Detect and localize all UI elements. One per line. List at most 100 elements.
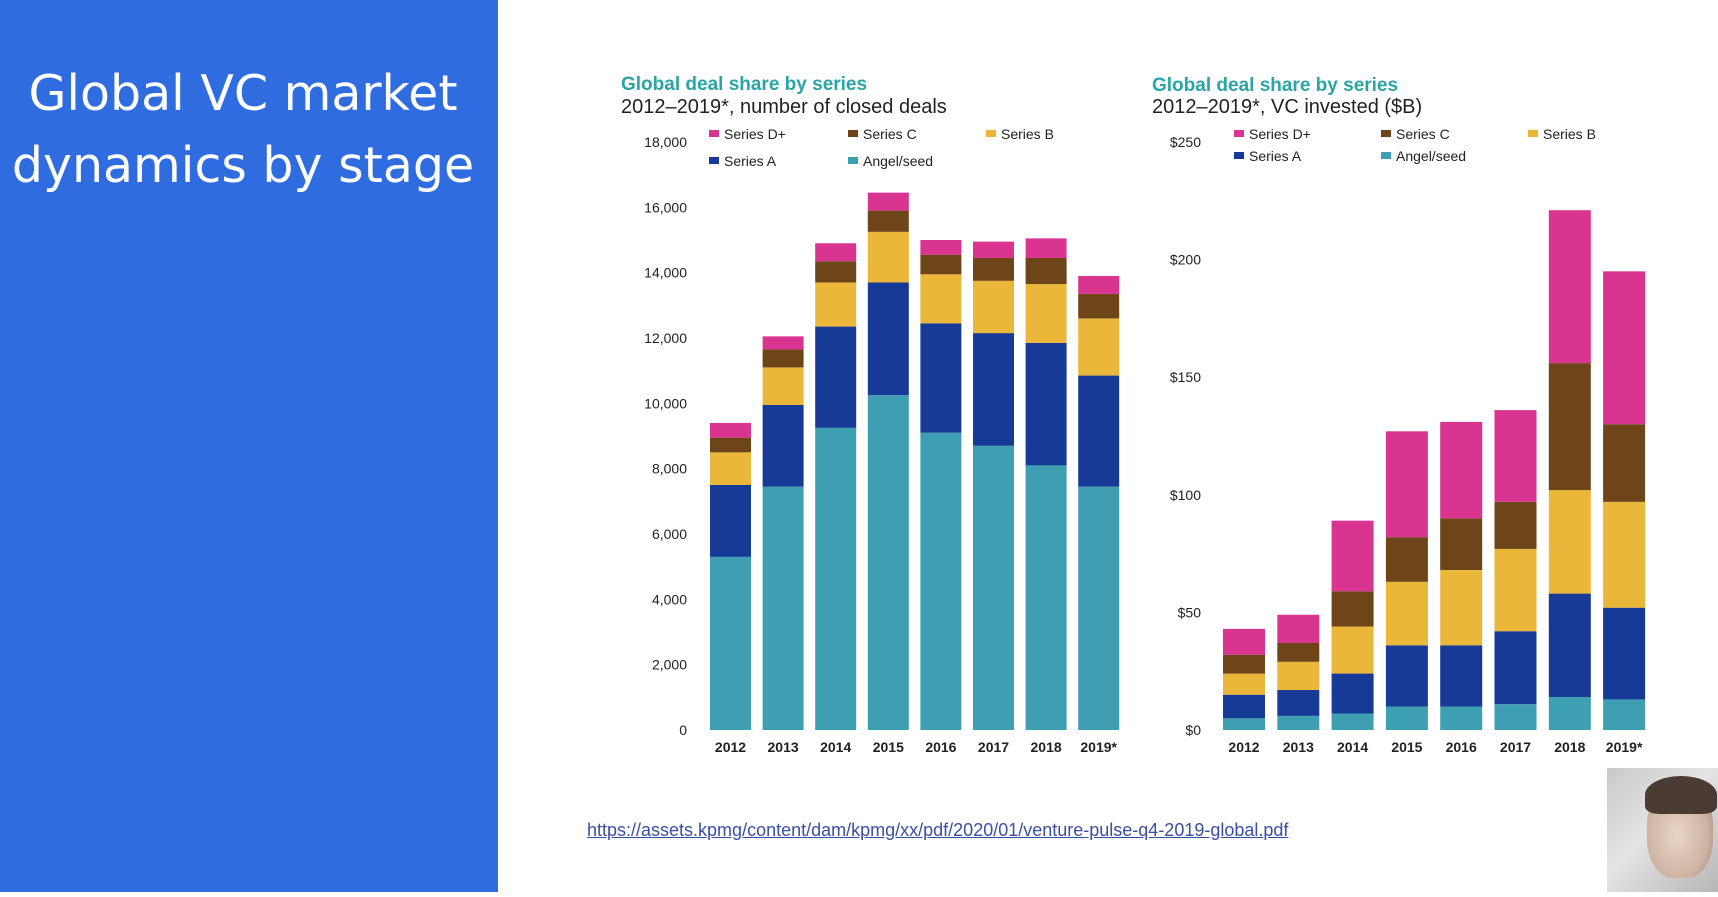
chart2-bar-segment — [1223, 654, 1265, 674]
chart2-bar-segment — [1603, 501, 1646, 608]
chart1-bar-segment — [710, 437, 751, 453]
chart1-bar-segment — [1078, 375, 1120, 487]
chart2-xtick-label: 2013 — [1283, 739, 1314, 755]
chart1-xtick-label: 2016 — [925, 739, 956, 755]
chart1-title: Global deal share by series — [621, 74, 867, 95]
chart1-bar-segment — [710, 485, 751, 557]
chart2-xtick-label: 2017 — [1500, 739, 1531, 755]
chart1-bar-segment — [920, 254, 962, 275]
chart2-bar-segment — [1223, 718, 1265, 730]
chart2-xtick-label: 2015 — [1391, 739, 1422, 755]
chart1-bar-segment — [920, 240, 962, 255]
chart1-bar-segment — [867, 395, 909, 730]
chart1-bar-segment — [710, 556, 751, 730]
chart1-bar-segment — [867, 192, 909, 211]
chart1-bar-segment — [867, 210, 909, 232]
chart2-legend-swatch — [1234, 130, 1244, 137]
chart1-bar-segment — [762, 404, 804, 487]
chart2-bar-segment — [1277, 690, 1320, 716]
chart1-bar-segment — [815, 282, 857, 327]
chart2-xtick-label: 2012 — [1228, 739, 1259, 755]
chart1-legend-swatch — [709, 130, 719, 137]
chart1-bar-segment — [762, 367, 804, 405]
chart1-bar-segment — [1025, 238, 1067, 258]
chart1-xtick-label: 2018 — [1031, 739, 1062, 755]
chart2-bar-segment — [1331, 673, 1374, 714]
chart2-legend-label: Angel/seed — [1396, 148, 1466, 164]
chart2-legend-swatch — [1528, 130, 1538, 137]
chart1-ytick-label: 18,000 — [644, 134, 687, 150]
webcam-person-hair — [1645, 776, 1717, 814]
chart1-bar-segment — [1078, 318, 1120, 376]
chart2-xtick-label: 2018 — [1554, 739, 1585, 755]
chart1-legend-label: Angel/seed — [863, 153, 933, 169]
chart1-legend-swatch — [848, 130, 858, 137]
chart1-legend-label: Series D+ — [724, 126, 786, 142]
chart2-bar-segment — [1548, 363, 1591, 491]
chart1-ytick-label: 10,000 — [644, 395, 687, 411]
chart1-bar-segment — [1025, 465, 1067, 730]
chart2-ytick-label: $250 — [1170, 134, 1201, 150]
chart2-bar-segment — [1494, 704, 1537, 730]
chart2-ytick-label: $0 — [1185, 722, 1201, 738]
chart1-bar-segment — [815, 261, 857, 283]
chart1-bar-segment — [762, 486, 804, 730]
chart1-bar-segment — [973, 280, 1014, 334]
chart2-ytick-label: $100 — [1170, 487, 1201, 503]
chart2-bar-segment — [1385, 581, 1428, 646]
chart2-bar-segment — [1548, 697, 1591, 730]
webcam-video-thumbnail — [1607, 768, 1718, 892]
chart1-legend-swatch — [986, 130, 996, 137]
chart2-legend-swatch — [1381, 130, 1391, 137]
chart1-bar-segment — [815, 427, 857, 730]
chart1-bar-segment — [710, 452, 751, 485]
chart1-ytick-label: 14,000 — [644, 265, 687, 281]
chart2-bar-segment — [1548, 490, 1591, 594]
chart1-legend-label: Series C — [863, 126, 917, 142]
chart1-xtick-label: 2012 — [715, 739, 746, 755]
chart2-bar-segment — [1277, 642, 1320, 662]
chart1-bar-segment — [973, 241, 1014, 258]
chart2-legend-label: Series C — [1396, 126, 1450, 142]
chart2-legend-label: Series D+ — [1249, 126, 1311, 142]
chart1-bar-segment — [762, 349, 804, 368]
chart1-subtitle: 2012–2019*, number of closed deals — [621, 96, 947, 118]
chart1-xtick-label: 2013 — [768, 739, 799, 755]
slide-title: Global VC market dynamics by stage — [0, 58, 486, 202]
title-panel: Global VC market dynamics by stage — [0, 0, 498, 892]
chart2-legend-swatch — [1381, 152, 1391, 159]
chart1-bar-segment — [973, 445, 1014, 730]
source-link[interactable]: https://assets.kpmg/content/dam/kpmg/xx/… — [587, 820, 1289, 840]
chart2-legend-swatch — [1234, 152, 1244, 159]
chart2-bar-segment — [1331, 626, 1374, 674]
chart2-legend-label: Series A — [1249, 148, 1302, 164]
chart2-bar-segment — [1440, 706, 1483, 730]
chart1-bar-segment — [973, 333, 1014, 446]
chart2-bar-segment — [1603, 699, 1646, 730]
chart2-bar-segment — [1277, 715, 1320, 730]
chart2-bar-segment — [1603, 424, 1646, 502]
chart2-bar-segment — [1223, 628, 1265, 655]
chart2-title: Global deal share by series — [1152, 75, 1398, 96]
chart2-bar-segment — [1385, 706, 1428, 730]
chart2-bar-segment — [1494, 631, 1537, 705]
chart1-bar-segment — [920, 432, 962, 730]
chart1-bar-segment — [1078, 293, 1120, 319]
chart2-bar-segment — [1385, 431, 1428, 538]
chart2-legend-label: Series B — [1543, 126, 1596, 142]
chart1-xtick-label: 2017 — [978, 739, 1009, 755]
chart2-bar-segment — [1548, 210, 1591, 364]
chart1-ytick-label: 2,000 — [652, 657, 687, 673]
chart2-xtick-label: 2019* — [1606, 739, 1643, 755]
chart1-bar-segment — [1025, 257, 1067, 285]
chart2-bar-segment — [1331, 520, 1374, 592]
chart1-ytick-label: 8,000 — [652, 461, 687, 477]
chart2-bar-segment — [1603, 607, 1646, 700]
chart1-bar-segment — [867, 231, 909, 283]
chart1-bar-segment — [1025, 284, 1067, 343]
chart1-ytick-label: 16,000 — [644, 199, 687, 215]
chart2-bar-segment — [1603, 271, 1646, 425]
chart2-bar-segment — [1385, 645, 1428, 707]
chart2-bar-segment — [1548, 593, 1591, 698]
